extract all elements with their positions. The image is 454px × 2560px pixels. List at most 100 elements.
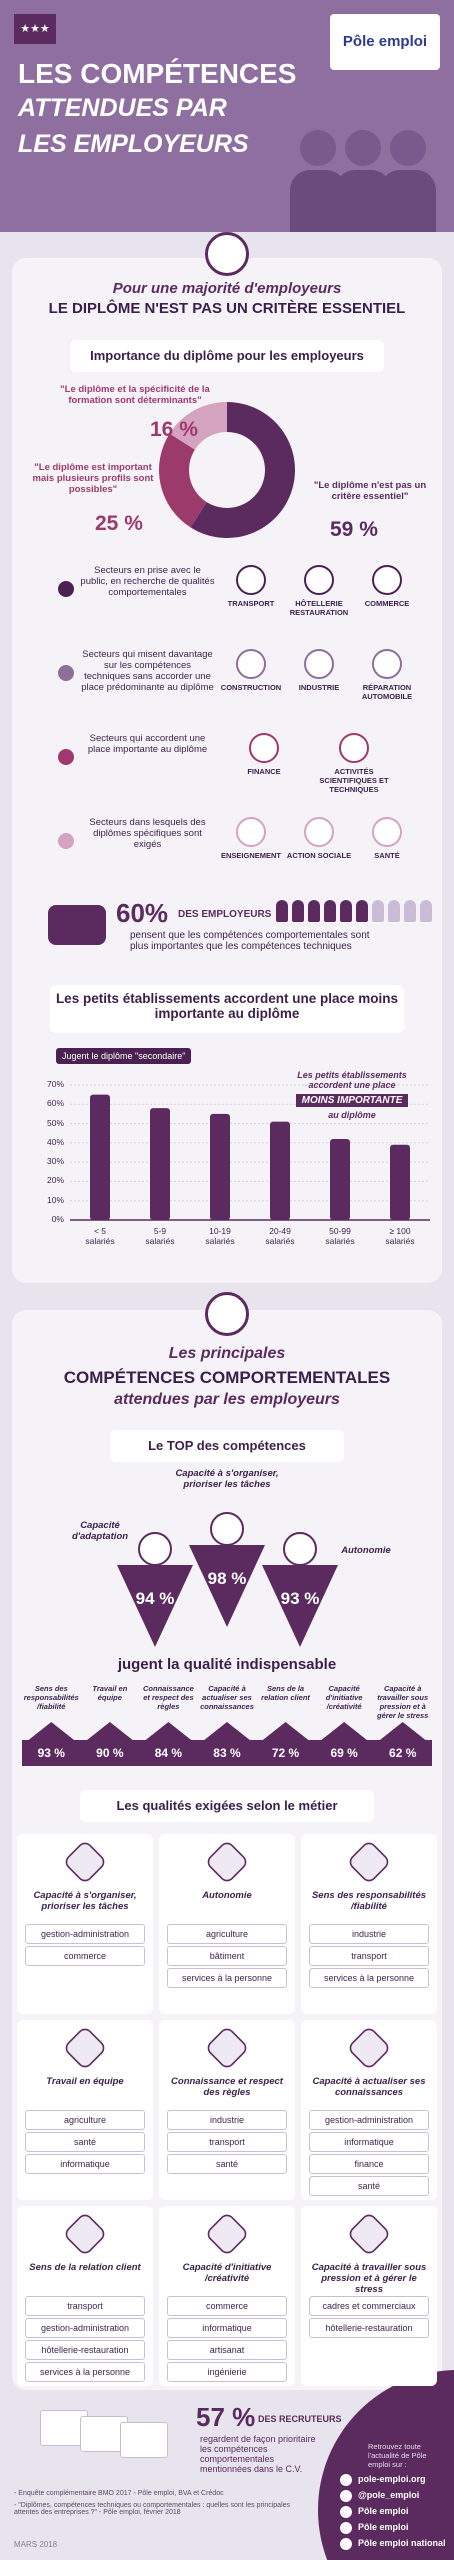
skill-value: 69 %: [330, 1746, 358, 1760]
social-icon: [340, 2538, 352, 2550]
job-sector: transport: [25, 2296, 145, 2316]
section-title: attendues par les employeurs: [114, 1391, 340, 1408]
top-value: 98 %: [207, 1569, 247, 1588]
header-title: LES COMPÉTENCES: [18, 58, 297, 89]
top-label: Capacité d'adaptation: [71, 1520, 129, 1542]
band: [22, 1740, 432, 1766]
job-title: Capacité à travailler sous pression et à…: [311, 2262, 427, 2295]
section-icon: [205, 232, 249, 276]
top-label: Capacité à s'organiser, prioriser les tâ…: [175, 1468, 279, 1490]
skill-label: Sens de la relation client: [261, 1684, 310, 1702]
sector-icon: [236, 565, 266, 595]
sector-label: SANTÉ: [374, 851, 400, 860]
job-sector: santé: [309, 2176, 429, 2196]
section-icon: [205, 1292, 249, 1336]
bar-chart: [70, 1084, 430, 1221]
source: - Enquête complémentaire BMO 2017 - Pôle…: [14, 2490, 224, 2497]
donut: [159, 402, 295, 538]
job-title: Sens des responsabilités /fiabilité: [311, 1890, 427, 1912]
job-sector: services à la personne: [25, 2362, 145, 2382]
sector-icon: [304, 817, 334, 847]
box-title: Le TOP des compétences: [110, 1430, 344, 1462]
x-tick-label: ≥ 100 salariés: [385, 1226, 415, 1246]
person-card: [120, 2422, 168, 2458]
x-tick-label: 20-49 salariés: [265, 1226, 295, 1246]
y-tick-label: 70%: [46, 1079, 64, 1089]
y-tick-label: 0%: [51, 1214, 64, 1224]
job-sector: informatique: [167, 2318, 287, 2338]
chart-title: Importance du diplôme pour les employeur…: [70, 340, 384, 372]
annotation: MOINS IMPORTANTE: [296, 1094, 408, 1107]
donut-slice: [159, 433, 207, 528]
skill-value: 90 %: [96, 1746, 124, 1760]
person-icon: [356, 900, 368, 922]
skill-label: Capacité à travailler sous pression et à…: [377, 1684, 429, 1720]
donut-slice: [169, 402, 227, 450]
skill-label: Capacité d'initiative /créativité: [325, 1684, 363, 1711]
job-sector: agriculture: [167, 1924, 287, 1944]
triangle: [26, 1722, 77, 1742]
triangle: [262, 1565, 338, 1647]
logo: Pôle emploi: [330, 14, 440, 70]
sector-icon: [236, 817, 266, 847]
job-sector: services à la personne: [309, 1968, 429, 1988]
job-sector: santé: [25, 2132, 145, 2152]
job-sector: transport: [309, 1946, 429, 1966]
caption: jugent la qualité indispensable: [117, 1656, 337, 1673]
job-sector: transport: [167, 2132, 287, 2152]
job-sector: finance: [309, 2154, 429, 2174]
y-tick-label: 40%: [46, 1136, 64, 1147]
triangle: [318, 1722, 370, 1742]
sector-label: TRANSPORT: [227, 599, 275, 608]
job-sector: gestion-administration: [309, 2110, 429, 2130]
sector-icon: [372, 817, 402, 847]
skill-label: Travail en équipe: [92, 1684, 128, 1702]
triangle: [377, 1722, 428, 1742]
sector-label: RÉPARATION AUTOMOBILE: [361, 683, 413, 701]
header-title: ATTENDUES PAR: [18, 94, 227, 122]
person-icon: [308, 900, 320, 922]
triangle: [201, 1722, 253, 1742]
silhouette: [300, 130, 336, 166]
x-tick-label: 50-99 salariés: [325, 1226, 355, 1246]
sector-icon: [372, 565, 402, 595]
footer-value: 57 %: [196, 2402, 256, 2432]
pie-label: "Le diplôme est important mais plusieurs…: [32, 462, 154, 495]
job-title: Autonomie: [202, 1890, 252, 1901]
y-tick-label: 10%: [46, 1194, 64, 1205]
top-value: 93 %: [280, 1589, 320, 1608]
sector-icon: [249, 733, 279, 763]
source: - "Diplômes, compétences techniques ou c…: [14, 2502, 291, 2516]
social-intro: Retrouvez toute l'actualité de Pôle empl…: [368, 2442, 427, 2469]
person-icon: [324, 900, 336, 922]
sector-icon: [304, 565, 334, 595]
sector-icon: [372, 649, 402, 679]
social-link[interactable]: @pole_emploi: [358, 2490, 420, 2500]
donut-slice: [190, 402, 295, 538]
top-triangles: [22, 1512, 432, 1766]
skill-icon: [210, 1512, 244, 1546]
sector-description: Secteurs qui misent davantage sur les co…: [81, 649, 214, 693]
y-tick-label: 50%: [46, 1117, 64, 1128]
social-link[interactable]: Pôle emploi: [358, 2522, 409, 2532]
skill-value: 62 %: [389, 1746, 417, 1760]
social-link[interactable]: Pôle emploi: [358, 2506, 409, 2516]
silhouette: [345, 130, 381, 166]
skill-value: 72 %: [271, 1746, 300, 1760]
job-sector: artisanat: [167, 2340, 287, 2360]
sector-dot: [58, 833, 74, 849]
pie-value: 16 %: [150, 418, 198, 441]
social-link[interactable]: Pôle emploi national: [358, 2538, 446, 2548]
job-sector: commerce: [25, 1946, 145, 1966]
silhouette: [380, 170, 436, 232]
social-link[interactable]: pole-emploi.org: [358, 2474, 426, 2484]
stat-text: pensent que les compétences comportement…: [130, 930, 370, 952]
job-sector: industrie: [167, 2110, 287, 2130]
x-tick-label: 5-9 salariés: [145, 1226, 175, 1246]
person-icon: [420, 900, 432, 922]
pie-label: "Le diplôme n'est pas un critère essenti…: [313, 480, 427, 502]
job-sector: hôtellerie-restauration: [25, 2340, 145, 2360]
section-title: Les principales: [168, 1345, 286, 1362]
job-sector: services à la personne: [167, 1968, 287, 1988]
